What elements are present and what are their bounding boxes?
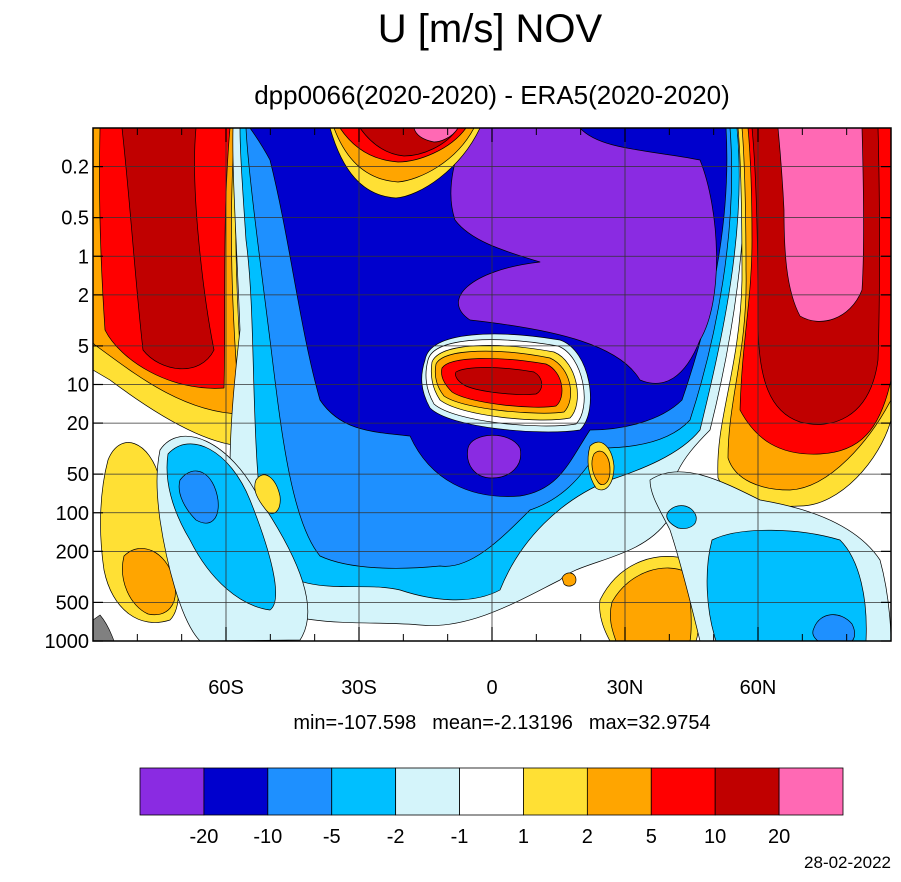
y-tick-label: 1000: [45, 631, 90, 653]
colorbar-box: [459, 767, 524, 816]
y-tick-label: 50: [67, 464, 89, 486]
colorbar-label: 5: [646, 826, 657, 848]
axis-layer: 60S 30S 0 30N 60N 0.2 0.5 1 2 5 10 20 50 100 200 500 100…: [45, 128, 891, 699]
colorbar-box: [267, 767, 333, 816]
contour-sh-darkred: [121, 128, 215, 370]
colorbar-box: [778, 767, 844, 816]
contour-eq-darkred: [455, 367, 543, 395]
x-tick-label: 30N: [607, 677, 644, 699]
contour-low-nh-orange: [610, 567, 692, 641]
y-tick-label: 20: [67, 413, 89, 435]
contour-low-sh-small-yellow: [254, 474, 281, 514]
colorbar-box: [139, 767, 205, 816]
contour-purple-lower: [467, 434, 522, 479]
contour-low-nh-blue: [706, 529, 867, 641]
stats-mean: -2.13196: [494, 712, 573, 734]
date-stamp: 28-02-2022: [804, 853, 891, 872]
y-tick-label: 2: [78, 285, 89, 307]
colorbar-label: -1: [451, 826, 469, 848]
y-tick-label: 0.5: [61, 208, 89, 230]
stats-max-label: max=: [589, 712, 638, 734]
stats-min: -107.598: [337, 712, 416, 734]
colorbar-label: 1: [518, 826, 529, 848]
stats-mean-label: mean=: [432, 712, 494, 734]
contour-purple-easterly: [450, 128, 717, 384]
y-tick-label: 10: [67, 375, 89, 397]
x-tick-label: 0: [486, 677, 497, 699]
colorbar-label: -2: [387, 826, 405, 848]
colorbar-label: -5: [323, 826, 341, 848]
plot-area: [93, 128, 891, 641]
grid-lines: [93, 128, 891, 641]
colorbar: -20 -10 -5 -2 -1 1 2 5 10 20: [139, 767, 844, 848]
colorbar-label: -20: [189, 826, 218, 848]
y-tick-label: 200: [56, 541, 89, 563]
contour-fill-layer: [93, 128, 891, 641]
colorbar-box: [203, 767, 269, 816]
colorbar-label: 10: [704, 826, 726, 848]
colorbar-box: [523, 767, 588, 816]
stats-min-label: min=: [293, 712, 337, 734]
contour-low-sh-dodger: [178, 470, 219, 524]
colorbar-label: -10: [253, 826, 282, 848]
colorbar-label: 20: [768, 826, 790, 848]
stats-max: 32.9754: [638, 712, 710, 734]
y-tick-label: 1: [78, 246, 89, 268]
contour-low-nh-tiny-orange: [561, 572, 577, 587]
contour-low-nh-orange-left: [591, 450, 611, 485]
colorbar-box: [586, 767, 652, 816]
contour-low-sh-orange: [122, 548, 176, 616]
stats-line: min=-107.598 mean=-2.13196 max=32.9754: [293, 712, 710, 734]
colorbar-box: [395, 767, 460, 816]
contour-top-pink: [413, 128, 459, 143]
chart-title: U [m/s] NOV: [378, 7, 603, 51]
contour-low-nh-dodger: [812, 614, 855, 641]
y-tick-label: 500: [56, 592, 89, 614]
colorbar-box: [331, 767, 397, 816]
y-tick-label: 0.2: [61, 157, 89, 179]
x-tick-label: 30S: [341, 677, 377, 699]
x-tick-label: 60S: [208, 677, 244, 699]
x-tick-label: 60N: [740, 677, 777, 699]
contour-nh-pink: [777, 128, 864, 322]
colorbar-label: 2: [582, 826, 593, 848]
y-tick-label: 100: [56, 503, 89, 525]
y-tick-label: 5: [78, 336, 89, 358]
colorbar-box: [714, 767, 780, 816]
chart-subtitle: dpp0066(2020-2020) - ERA5(2020-2020): [254, 80, 730, 110]
colorbar-box: [650, 767, 716, 816]
contour-low-nh-small-blue: [666, 505, 697, 529]
